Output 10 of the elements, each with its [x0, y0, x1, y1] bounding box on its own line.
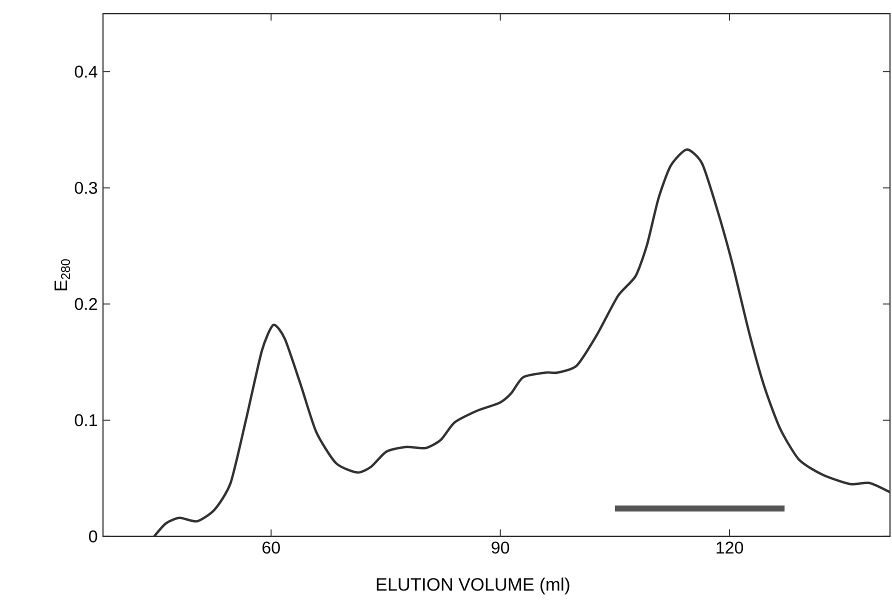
- x-tick-label: 120: [716, 542, 744, 554]
- x-tick-label: 90: [492, 542, 510, 554]
- x-tick-label: 60: [262, 542, 280, 554]
- y-axis-title: E$_{280}$: [54, 259, 70, 290]
- y-tick-label: 0.2: [74, 298, 97, 310]
- y-tick-label: 0.3: [74, 182, 98, 194]
- x-axis-title: ELUTION VOLUME (ml): [376, 578, 570, 594]
- y-tick-label: 0: [89, 530, 98, 542]
- y-tick-label: 0.1: [74, 414, 97, 426]
- y-tick-label: 0.4: [74, 66, 98, 78]
